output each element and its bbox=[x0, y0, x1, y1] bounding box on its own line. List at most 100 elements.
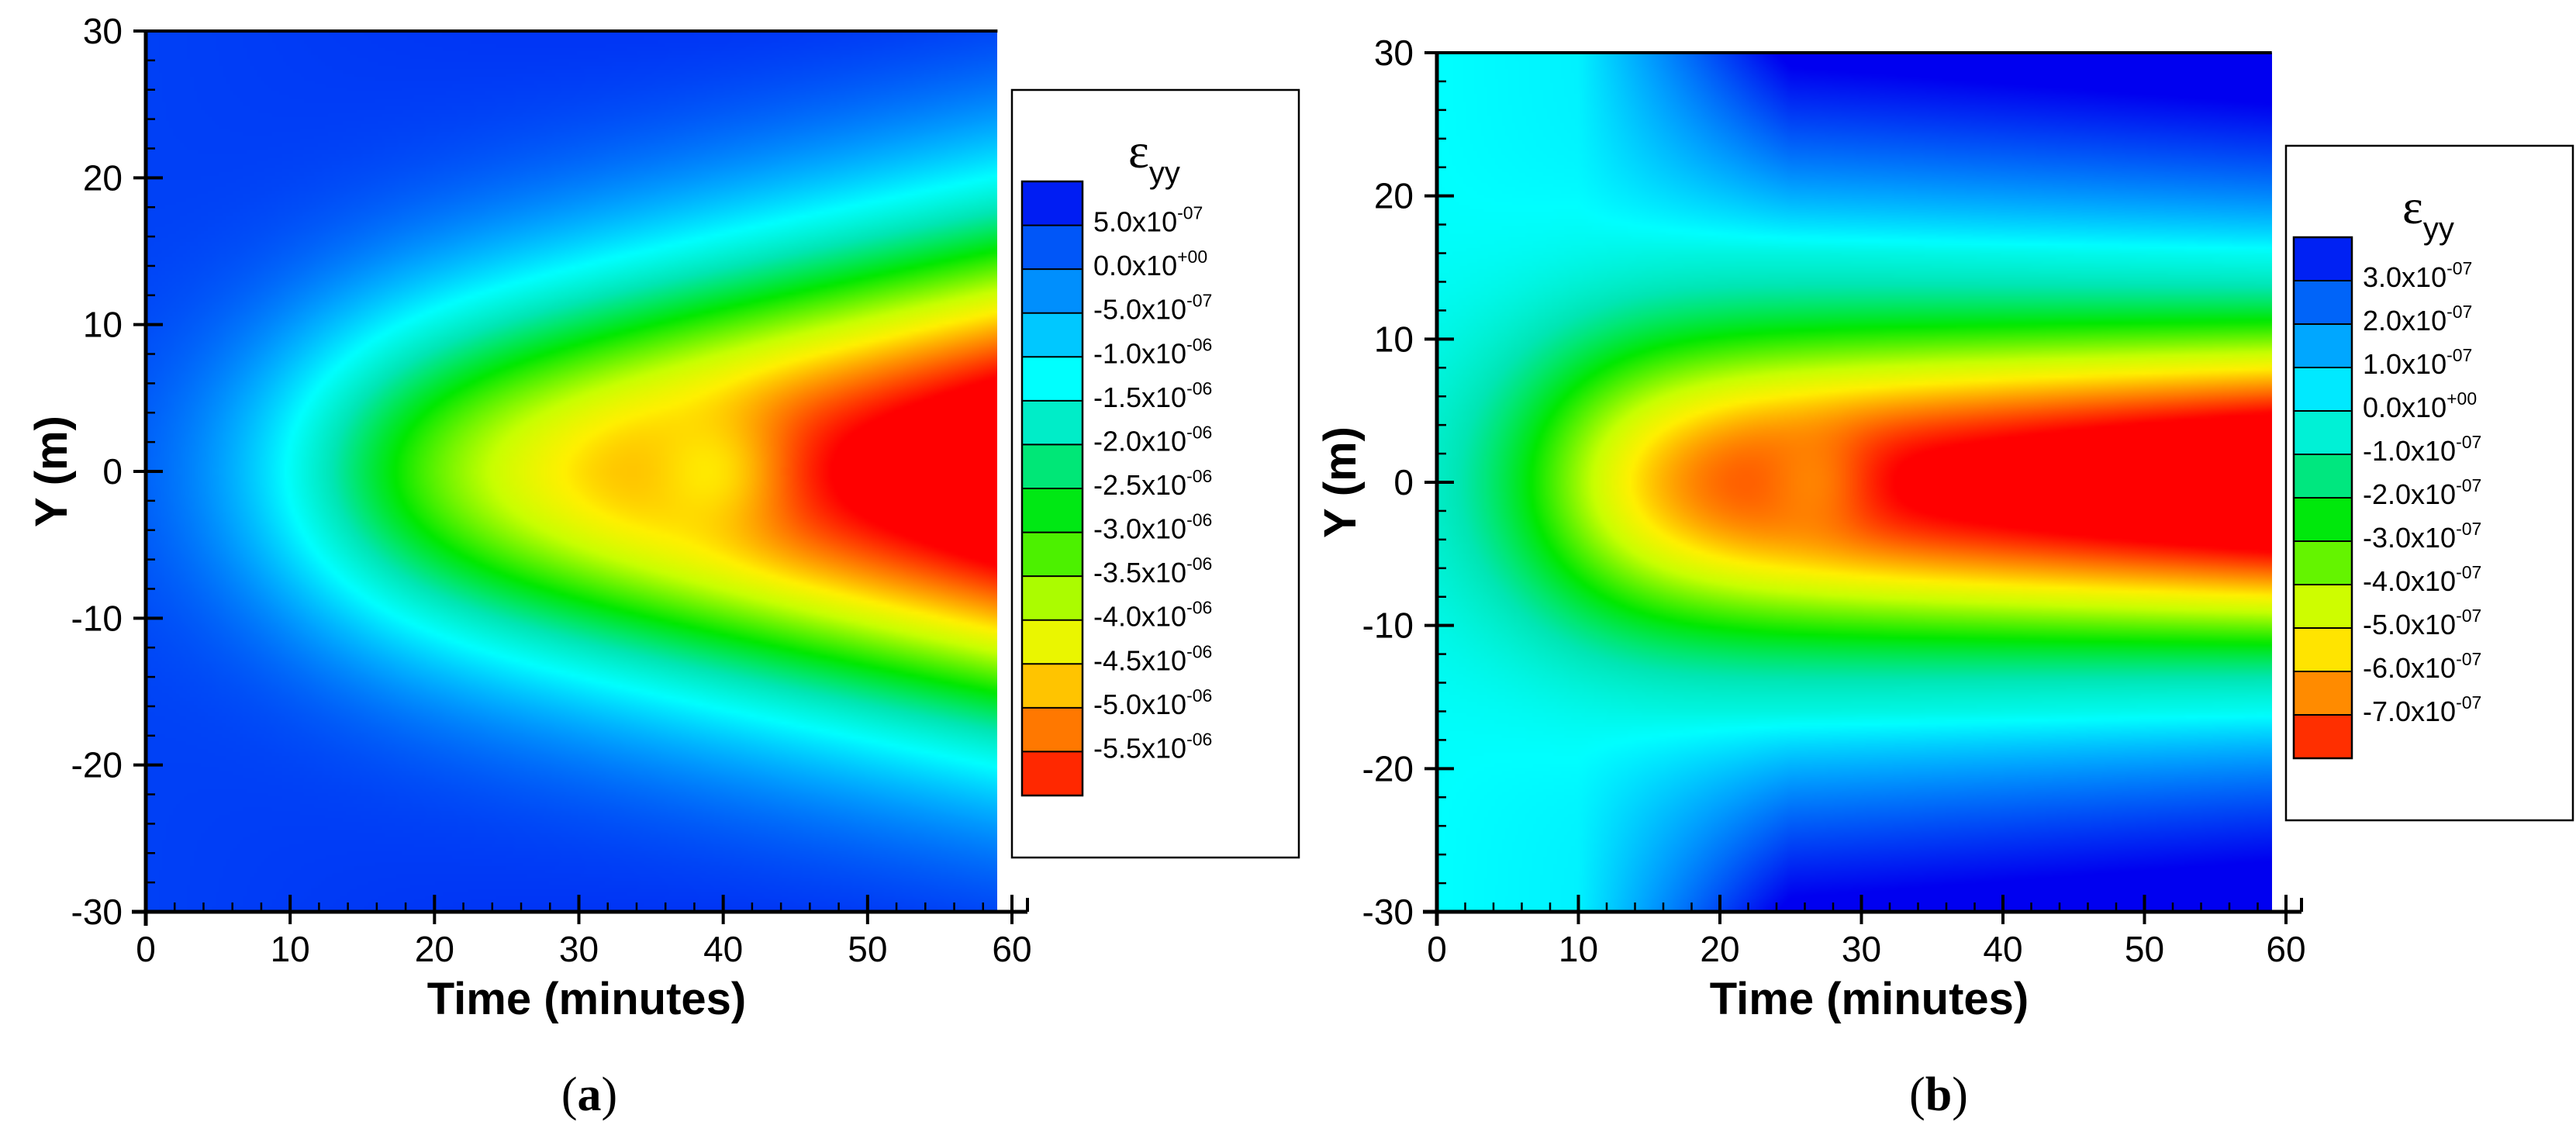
colorbar-level-mantissa: -7.0x10 bbox=[2363, 695, 2456, 727]
colorbar-level-mantissa: -3.5x10 bbox=[1093, 557, 1186, 588]
x-tick-label: 10 bbox=[1559, 929, 1598, 969]
colorbar-level-exponent: +00 bbox=[1177, 247, 1207, 267]
colorbar-level-label: -2.0x10-06 bbox=[1093, 422, 1212, 457]
colorbar-segment bbox=[1022, 619, 1083, 664]
colorbar-level-exponent: -06 bbox=[1186, 554, 1212, 574]
x-tick-label: 30 bbox=[1842, 929, 1881, 969]
colorbar-level-label: 0.0x10+00 bbox=[1093, 247, 1207, 281]
colorbar-level-label: -1.5x10-06 bbox=[1093, 378, 1212, 413]
colorbar-level-label: 5.0x10-07 bbox=[1093, 203, 1203, 238]
x-tick-label: 50 bbox=[848, 929, 887, 969]
colorbar-level-label: -3.5x10-06 bbox=[1093, 554, 1212, 588]
colorbar-segment bbox=[2294, 671, 2352, 716]
colorbar-level-mantissa: -5.0x10 bbox=[1093, 689, 1186, 720]
y-tick-label: 30 bbox=[83, 11, 123, 51]
colorbar-level-label: -3.0x10-06 bbox=[1093, 510, 1212, 545]
colorbar-segment bbox=[1022, 751, 1083, 796]
colorbar-level-exponent: -07 bbox=[2447, 302, 2472, 322]
colorbar-level-label: -6.0x10-07 bbox=[2363, 649, 2481, 684]
colorbar-title: εyy bbox=[2402, 179, 2454, 246]
colorbar-level-mantissa: 3.0x10 bbox=[2363, 261, 2447, 293]
colorbar-level-label: 3.0x10-07 bbox=[2363, 258, 2472, 293]
panel-label-close-paren: ) bbox=[1952, 1068, 1968, 1121]
colorbar-segment bbox=[2294, 237, 2352, 281]
colorbar-level-mantissa: -1.0x10 bbox=[2363, 435, 2456, 467]
y-tick-label: 0 bbox=[1393, 462, 1414, 502]
colorbar-level-label: -4.5x10-06 bbox=[1093, 641, 1212, 676]
colorbar-level-mantissa: -5.0x10 bbox=[1093, 294, 1186, 326]
colorbar-level-mantissa: -2.0x10 bbox=[2363, 478, 2456, 510]
colorbar-level-label: -3.0x10-07 bbox=[2363, 519, 2481, 554]
colorbar-segment bbox=[2294, 281, 2352, 325]
y-tick-label: -10 bbox=[71, 598, 123, 638]
colorbar-segment bbox=[1022, 312, 1083, 357]
x-tick-label: 20 bbox=[1700, 929, 1739, 969]
y-tick-label: 10 bbox=[1374, 319, 1414, 359]
colorbar-level-exponent: -06 bbox=[1186, 685, 1212, 706]
colorbar-segment bbox=[1022, 181, 1083, 226]
colorbar-level-exponent: -07 bbox=[2447, 258, 2472, 278]
colorbar-level-mantissa: -4.0x10 bbox=[1093, 601, 1186, 633]
colorbar-level-mantissa: -3.0x10 bbox=[1093, 513, 1186, 545]
y-tick-label: 30 bbox=[1374, 33, 1414, 73]
colorbar-segment bbox=[2294, 411, 2352, 455]
x-tick-label: 20 bbox=[415, 929, 454, 969]
colorbar-segment bbox=[1022, 576, 1083, 621]
colorbar-level-exponent: +00 bbox=[2447, 388, 2477, 409]
colorbar-level-exponent: -07 bbox=[2456, 606, 2481, 626]
colorbar-level-exponent: -06 bbox=[1186, 598, 1212, 618]
colorbar-level-label: -1.0x10-06 bbox=[1093, 334, 1212, 369]
colorbar-segment bbox=[2294, 368, 2352, 412]
colorbar-level-mantissa: -3.0x10 bbox=[2363, 522, 2456, 554]
x-axis-title: Time (minutes) bbox=[1710, 974, 2029, 1024]
y-tick-label: -30 bbox=[1362, 892, 1414, 932]
x-tick-label: 10 bbox=[271, 929, 310, 969]
colorbar-level-exponent: -06 bbox=[1186, 729, 1212, 749]
panel-label-open-paren: ( bbox=[1909, 1068, 1925, 1121]
panel-label-open-paren: ( bbox=[561, 1068, 578, 1121]
colorbar-level-label: -1.0x10-07 bbox=[2363, 432, 2481, 467]
colorbar-level-label: 2.0x10-07 bbox=[2363, 302, 2472, 336]
heatmap-image bbox=[1437, 53, 2272, 912]
colorbar-level-exponent: -07 bbox=[2456, 649, 2481, 669]
colorbar-level-mantissa: 2.0x10 bbox=[2363, 305, 2447, 336]
colorbar-level-mantissa: 0.0x10 bbox=[2363, 392, 2447, 423]
colorbar-segment bbox=[2294, 324, 2352, 368]
colorbar-level-label: -5.0x10-07 bbox=[1093, 291, 1212, 326]
colorbar-level-exponent: -06 bbox=[1186, 334, 1212, 354]
panel-label-letter: b bbox=[1925, 1068, 1952, 1121]
colorbar-segment bbox=[1022, 664, 1083, 709]
colorbar-segment bbox=[1022, 269, 1083, 314]
colorbar-level-exponent: -07 bbox=[2456, 475, 2481, 495]
panel-label-close-paren: ) bbox=[602, 1068, 618, 1121]
colorbar-level-mantissa: -4.0x10 bbox=[2363, 565, 2456, 597]
colorbar-level-label: -2.0x10-07 bbox=[2363, 475, 2481, 510]
y-tick-label: 0 bbox=[102, 451, 123, 492]
colorbar-title: εyy bbox=[1128, 123, 1180, 190]
colorbar-level-exponent: -06 bbox=[1186, 510, 1212, 530]
colorbar-level-mantissa: 1.0x10 bbox=[2363, 348, 2447, 380]
colorbar-level-label: -4.0x10-07 bbox=[2363, 562, 2481, 597]
colorbar-level-exponent: -06 bbox=[1186, 466, 1212, 486]
colorbar-level-label: -5.0x10-06 bbox=[1093, 685, 1212, 720]
colorbar-title-symbol: ε bbox=[2402, 179, 2423, 234]
colorbar-level-mantissa: 0.0x10 bbox=[1093, 250, 1177, 281]
y-tick-label: 20 bbox=[1374, 176, 1414, 216]
x-tick-label: 0 bbox=[1427, 929, 1447, 969]
x-tick-label: 60 bbox=[992, 929, 1031, 969]
panel-label-letter: a bbox=[578, 1068, 602, 1121]
x-tick-label: 40 bbox=[1983, 929, 2022, 969]
colorbar-level-mantissa: -1.5x10 bbox=[1093, 381, 1186, 413]
colorbar-level-mantissa: -6.0x10 bbox=[2363, 652, 2456, 684]
y-tick-label: -20 bbox=[71, 745, 123, 785]
colorbar-level-exponent: -06 bbox=[1186, 422, 1212, 442]
colorbar-level-mantissa: -4.5x10 bbox=[1093, 644, 1186, 676]
colorbar-segment bbox=[1022, 707, 1083, 752]
colorbar-level-label: -4.0x10-06 bbox=[1093, 598, 1212, 633]
colorbar-level-exponent: -07 bbox=[1186, 291, 1212, 311]
colorbar-level-label: -5.5x10-06 bbox=[1093, 729, 1212, 764]
x-tick-label: 30 bbox=[559, 929, 599, 969]
colorbar-level-mantissa: -1.0x10 bbox=[1093, 337, 1186, 369]
panel-a: 0 10 20 30 40 50 60 30 20 10 0 -10 -20 -30 Time (minut… bbox=[26, 11, 1300, 1121]
x-tick-label: 50 bbox=[2125, 929, 2164, 969]
